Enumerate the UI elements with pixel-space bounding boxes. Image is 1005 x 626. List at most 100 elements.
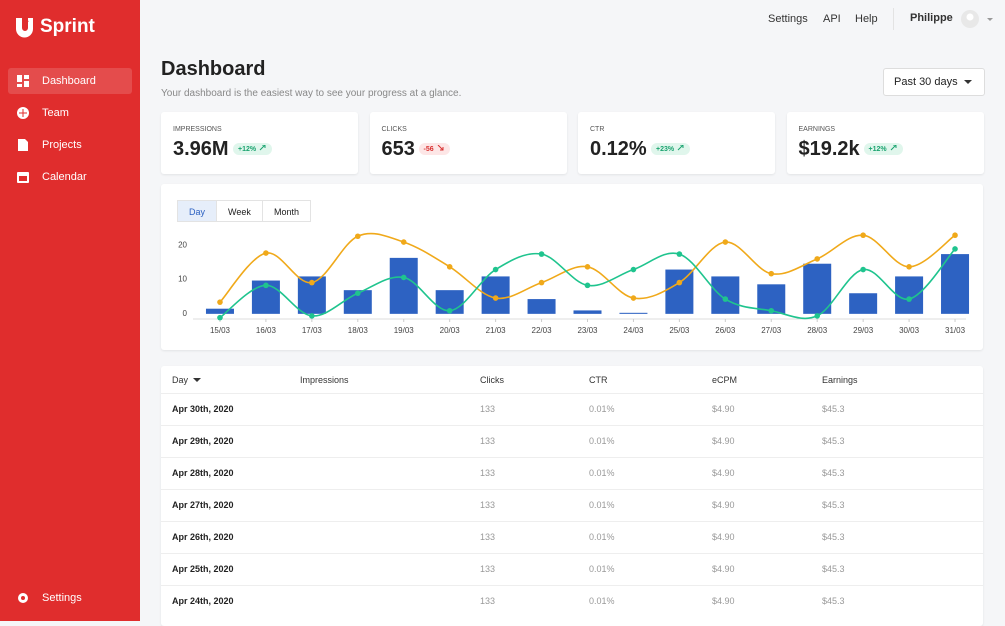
nav-item[interactable]: Projects [8, 132, 132, 158]
cell: 133 [480, 468, 496, 478]
stat-label: IMPRESSIONS [173, 126, 222, 133]
point [584, 264, 591, 270]
row-divider [161, 585, 983, 586]
x-tick-label: 30/03 [899, 326, 920, 335]
row-divider [161, 457, 983, 458]
sidebar: Sprint Dashboard Team Projects Calendar Set… [0, 0, 140, 621]
cell: Apr 25th, 2020 [172, 564, 234, 574]
arrow [437, 144, 444, 151]
point [814, 313, 821, 319]
point [906, 296, 912, 302]
stat-card: IMPRESSIONS 3.96M +12% [161, 112, 358, 174]
stat-card: CLICKS 653 -56 [369, 112, 567, 174]
chart: 0 10 20 15/03 16/03 17/03 18/03 19/03 20/03 21/03… [178, 232, 970, 335]
cell: $4.90 [712, 564, 735, 574]
tab[interactable]: Week [216, 200, 263, 222]
cell: $4.90 [712, 500, 735, 510]
cell: $4.90 [712, 468, 735, 478]
stat-value: 0.12% [590, 138, 647, 160]
column-header: Clicks [480, 375, 504, 385]
point [722, 296, 729, 302]
tab[interactable]: Month [262, 200, 312, 222]
bar [711, 276, 740, 314]
top-link[interactable]: API [823, 13, 841, 25]
tab[interactable]: Day [177, 200, 218, 222]
y-tick-label: 0 [183, 309, 188, 318]
top-link[interactable]: Help [855, 13, 878, 25]
arrow [677, 144, 684, 151]
stat-card: CTR 0.12% +23% [578, 112, 775, 174]
range-select[interactable]: Past 30 days [883, 68, 985, 96]
divider [893, 8, 894, 30]
cell: $4.90 [712, 532, 735, 542]
change-text: +12% [238, 146, 257, 153]
icon [17, 75, 29, 87]
bar [205, 308, 234, 314]
cell: $4.90 [712, 404, 735, 414]
cell: 19,153 [0, 36, 1005, 54]
x-tick-label: 17/03 [302, 326, 323, 335]
bar [665, 269, 694, 314]
row-divider [161, 393, 983, 394]
bar [895, 276, 924, 314]
x-tick-label: 19/03 [394, 326, 415, 335]
bar [619, 312, 648, 314]
bar [803, 263, 832, 314]
bar [941, 254, 970, 314]
nav-item[interactable]: Calendar [8, 164, 132, 190]
cell: 0.01% [589, 596, 615, 606]
icon [18, 593, 28, 603]
cell: 0.01% [589, 532, 615, 542]
cell: 133 [480, 596, 496, 606]
cell: $45.3 [822, 564, 845, 574]
point [263, 250, 269, 256]
nav-item[interactable]: Settings [8, 585, 132, 611]
point [309, 279, 315, 286]
point [492, 295, 499, 301]
point [446, 264, 453, 270]
column-header[interactable]: Day [172, 375, 202, 385]
icon [17, 107, 29, 119]
arrow [890, 144, 897, 151]
point [354, 233, 361, 240]
cell: 19,153 [0, 54, 1005, 72]
x-tick-label: 20/03 [440, 326, 461, 335]
stat-change: -56 [418, 143, 450, 155]
cell: Apr 28th, 2020 [172, 468, 234, 478]
cell: 133 [480, 532, 496, 542]
point [538, 251, 545, 257]
x-tick-label: 31/03 [945, 326, 966, 335]
change-text: +12% [868, 146, 887, 153]
cell: 19,153 [0, 90, 1005, 108]
cell: 0.01% [589, 500, 615, 510]
column-header: eCPM [712, 375, 738, 385]
point [952, 232, 958, 239]
user-name[interactable]: Philippe [910, 12, 953, 24]
cell: 133 [480, 404, 496, 414]
point [217, 299, 223, 305]
x-tick-label: 27/03 [761, 326, 782, 335]
bar [849, 293, 878, 314]
point [814, 256, 821, 262]
point [354, 290, 361, 297]
point [676, 279, 683, 286]
point [309, 313, 315, 319]
top-link[interactable]: Settings [768, 13, 808, 25]
avatar[interactable] [960, 9, 996, 29]
brand[interactable]: Sprint [14, 16, 95, 38]
y-tick-label: 10 [178, 275, 187, 284]
cell: 133 [480, 436, 496, 446]
nav-item[interactable]: Team [8, 100, 132, 126]
stat-label: CTR [590, 126, 605, 133]
icon [18, 139, 28, 151]
change-text: -56 [423, 146, 434, 153]
cell: $45.3 [822, 532, 845, 542]
y-tick-label: 20 [178, 240, 187, 249]
brand-name: Sprint [40, 16, 95, 37]
nav-item[interactable]: Dashboard [8, 68, 132, 94]
x-tick-label: 26/03 [715, 326, 736, 335]
stat-change: +23% [651, 143, 691, 155]
chart-card: Day Week Month 0 10 20 15/03 16/03 17/03 18/03 19… [161, 184, 983, 350]
point [400, 239, 407, 245]
